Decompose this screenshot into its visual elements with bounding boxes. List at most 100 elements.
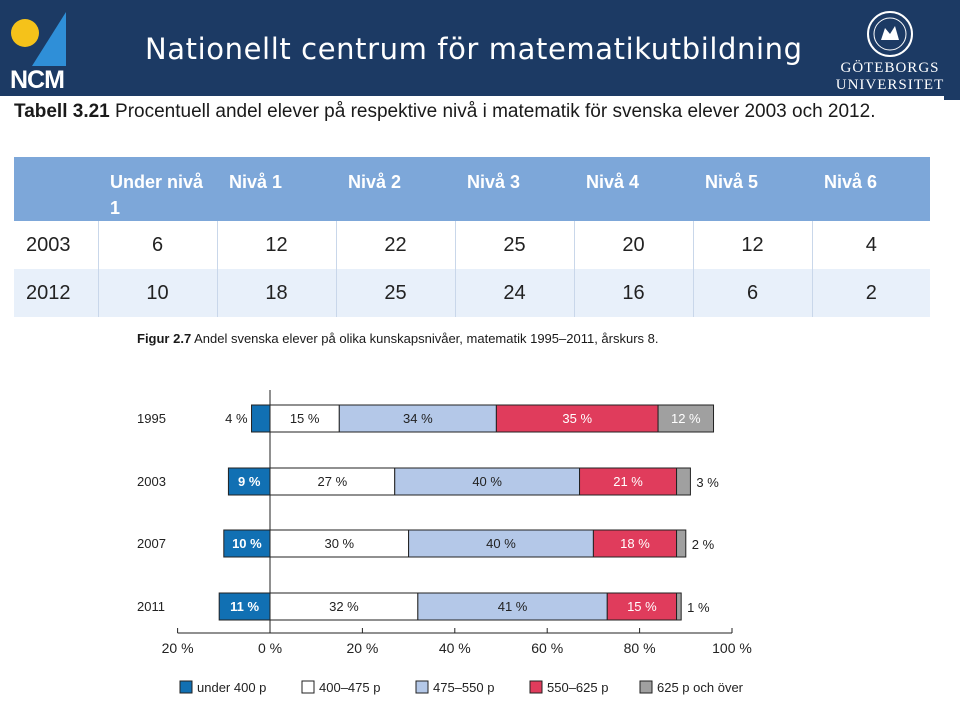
table-cell: 10 — [97, 269, 217, 317]
figure-caption: Figur 2.7 Andel svenska elever på olika … — [137, 331, 659, 346]
legend-label: 550–625 p — [547, 680, 608, 695]
table-cell: 18 — [216, 269, 336, 317]
data-label: 34 % — [403, 411, 433, 426]
table-cell: 4 — [811, 221, 930, 269]
table-cell: 24 — [454, 269, 574, 317]
table-cell: 2003 — [14, 221, 98, 269]
table-cell: 22 — [335, 221, 455, 269]
legend-swatch — [179, 680, 193, 694]
data-label: 1 % — [687, 600, 710, 615]
x-tick-label: 20 % — [346, 640, 378, 656]
legend-label: 625 p och över — [657, 680, 744, 695]
category-label: 1995 — [137, 411, 166, 426]
legend-swatch — [301, 680, 315, 694]
figure-caption-label: Figur 2.7 — [137, 331, 192, 346]
data-label: 2 % — [692, 537, 715, 552]
bar-segment — [676, 592, 682, 621]
stacked-bar-chart: 1995 4 % 15 % 34 % 35 % 12 % 2003 9 % 27 % 40 % 21… — [137, 390, 752, 695]
bar-segment — [417, 592, 608, 621]
table-cell: 20 — [573, 221, 693, 269]
ncm-logo-text: NCM — [10, 66, 65, 94]
figure-caption-text: Andel svenska elever på olika kunskapsni… — [191, 331, 659, 346]
data-label: 41 % — [498, 599, 528, 614]
data-label: 12 % — [671, 411, 701, 426]
bar-segment — [657, 404, 715, 433]
data-label: 30 % — [324, 536, 354, 551]
legend-swatch — [639, 680, 653, 694]
data-label: 11 % — [230, 599, 259, 614]
category-label: 2003 — [137, 474, 166, 489]
table-cell: 25 — [335, 269, 455, 317]
data-label: 40 % — [472, 474, 502, 489]
university-seal-icon — [867, 11, 913, 57]
table-header-cell: Under nivå 1 — [98, 157, 217, 221]
bar-segment — [676, 529, 687, 558]
legend-label: 400–475 p — [319, 680, 380, 695]
data-label: 32 % — [329, 599, 359, 614]
category-label: 2007 — [137, 536, 166, 551]
table-cell: 6 — [692, 269, 812, 317]
table-caption: Tabell 3.21 Procentuell andel elever på … — [14, 99, 914, 125]
legend-label: under 400 p — [197, 680, 266, 695]
bar-segment — [592, 529, 678, 558]
bar-segment — [495, 404, 659, 433]
x-tick-label: 80 % — [624, 640, 656, 656]
bar-segment — [223, 529, 271, 558]
header-banner: NCM Nationellt centrum för matematikutbi… — [0, 0, 960, 96]
data-label: 40 % — [486, 536, 516, 551]
table-caption-label: Tabell 3.21 — [14, 101, 110, 122]
x-tick-label: 40 % — [439, 640, 471, 656]
university-name-line1: GÖTEBORGS — [840, 60, 940, 76]
data-label: 15 % — [627, 599, 657, 614]
table-cell: 12 — [692, 221, 812, 269]
page-title: Nationellt centrum för matematikutbildni… — [145, 32, 803, 66]
university-name-line2: UNIVERSITET — [835, 77, 945, 93]
data-label: 18 % — [620, 536, 650, 551]
table-cell: 2012 — [14, 269, 98, 317]
legend-swatch — [529, 680, 543, 694]
table-cell: 2 — [811, 269, 930, 317]
table-header-cell: Nivå 1 — [217, 157, 336, 221]
university-logo: GÖTEBORGS UNIVERSITET — [835, 8, 955, 96]
category-label: 2011 — [137, 599, 165, 614]
bar-segment — [408, 529, 594, 558]
data-label: 27 % — [318, 474, 348, 489]
bar-segment — [269, 529, 410, 558]
data-label: 3 % — [696, 475, 719, 490]
data-label: 15 % — [290, 411, 320, 426]
legend-swatch — [415, 680, 429, 694]
bar-segment — [227, 467, 271, 496]
table-header-cell — [14, 157, 98, 221]
data-label: 9 % — [238, 474, 261, 489]
table-row: 2003 6 12 22 25 20 12 4 — [14, 221, 930, 269]
table-header-cell: Nivå 6 — [812, 157, 930, 221]
ncm-logo-icon — [11, 12, 66, 66]
bar-segment — [579, 467, 678, 496]
table-cell: 12 — [216, 221, 336, 269]
table-cell: 16 — [573, 269, 693, 317]
data-label: 35 % — [562, 411, 592, 426]
header-tab — [944, 80, 960, 100]
table-header-cell: Nivå 4 — [574, 157, 693, 221]
table-cell: 25 — [454, 221, 574, 269]
data-label: 4 % — [225, 411, 248, 426]
table-header-cell: Nivå 5 — [693, 157, 812, 221]
bar-segment — [394, 467, 581, 496]
bar-segment — [606, 592, 678, 621]
table-header-cell: Nivå 2 — [336, 157, 455, 221]
bar-segment — [269, 404, 340, 433]
table-header-row: Under nivå 1 Nivå 1 Nivå 2 Nivå 3 Nivå 4… — [14, 157, 930, 221]
table-header-cell: Nivå 3 — [455, 157, 574, 221]
legend-label: 475–550 p — [433, 680, 494, 695]
x-tick-label: 20 % — [162, 640, 194, 656]
table-caption-text: Procentuell andel elever på respektive n… — [109, 101, 876, 122]
bar-segment — [676, 467, 691, 496]
table-row: 2012 10 18 25 24 16 6 2 — [14, 269, 930, 317]
table-cell: 6 — [97, 221, 217, 269]
bar-segment — [269, 592, 419, 621]
data-label: 21 % — [613, 474, 643, 489]
x-tick-label: 100 % — [712, 640, 752, 656]
data-label: 10 % — [232, 536, 262, 551]
bar-segment — [251, 404, 271, 433]
x-tick-label: 0 % — [258, 640, 282, 656]
